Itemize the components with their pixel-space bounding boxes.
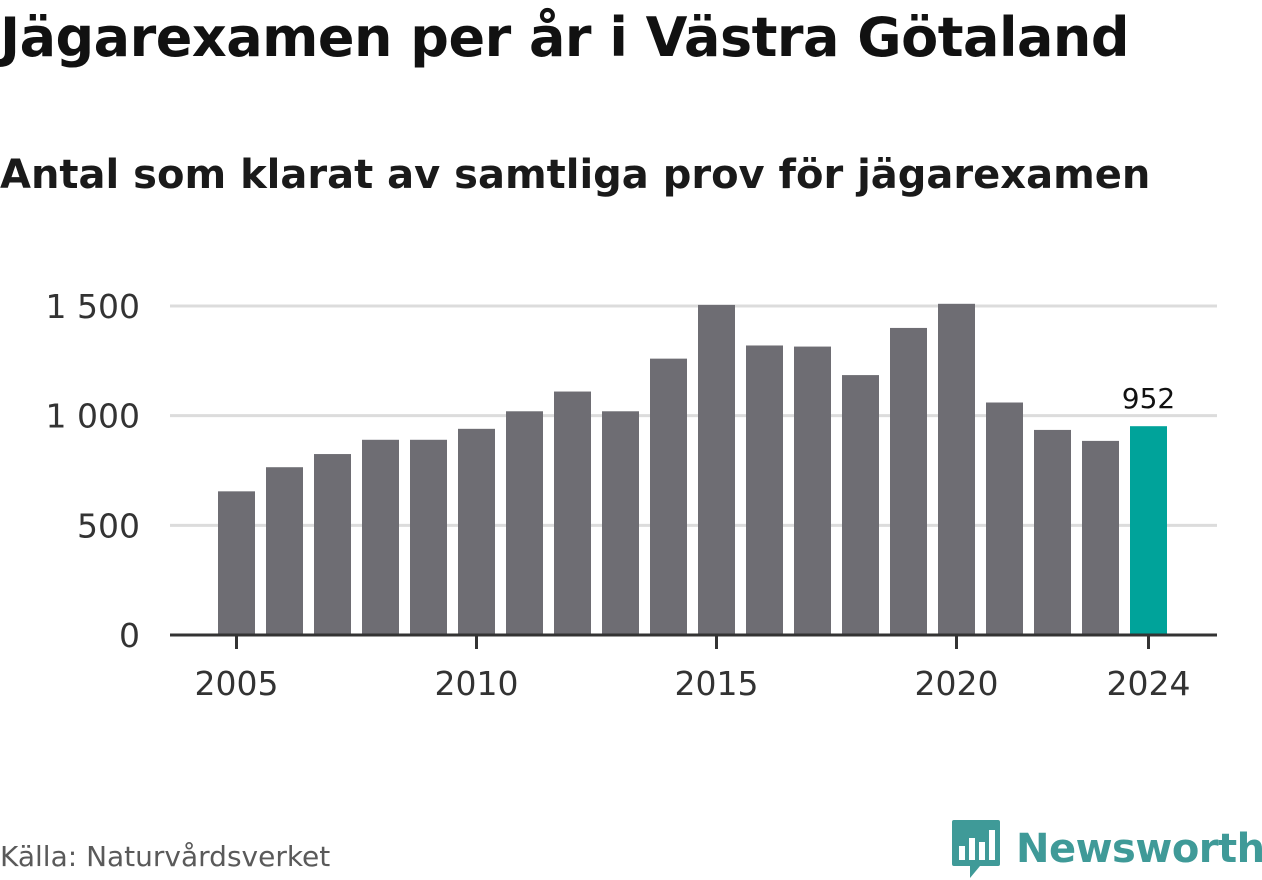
bar-2021 — [986, 402, 1023, 635]
x-tick-label: 2010 — [435, 664, 519, 703]
x-axis — [170, 633, 1217, 649]
chart-subtitle: Antal som klarat av samtliga prov för jä… — [0, 152, 1151, 198]
bar-2007 — [314, 454, 351, 635]
newsworthy-logo: Newsworthy — [950, 818, 1262, 880]
source-note: Källa: Naturvårdsverket — [0, 840, 331, 873]
chart-title: Jägarexamen per år i Västra Götaland — [0, 6, 1130, 69]
y-tick-label: 0 — [119, 616, 140, 655]
bar-2008 — [362, 439, 399, 635]
y-tick-label: 1 500 — [46, 287, 140, 326]
bar-2024 — [1130, 426, 1167, 635]
x-tick-label: 2024 — [1107, 664, 1191, 703]
x-tick-label: 2015 — [675, 664, 759, 703]
y-tick-label: 1 000 — [46, 397, 140, 436]
data-labels: 952 — [1122, 382, 1175, 415]
bars — [218, 303, 1167, 635]
x-tick-label: 2005 — [195, 664, 279, 703]
bar-2015 — [698, 304, 735, 635]
bar-2017 — [794, 346, 831, 635]
bar-chart-speech-bubble-icon — [952, 820, 1000, 878]
bar-2023 — [1082, 440, 1119, 635]
brand-name: Newsworthy — [1016, 826, 1262, 872]
bar-2018 — [842, 375, 879, 635]
bar-2014 — [650, 358, 687, 635]
y-tick-label: 500 — [77, 506, 140, 545]
bar-2022 — [1034, 429, 1071, 635]
x-tick-label: 2020 — [915, 664, 999, 703]
bar-2020 — [938, 303, 975, 635]
bar-2005 — [218, 491, 255, 635]
bar-2019 — [890, 327, 927, 635]
bar-2011 — [506, 411, 543, 635]
y-axis-tick-labels: 0 500 1 000 1 500 — [46, 287, 140, 655]
bar-2016 — [746, 345, 783, 635]
bar-2012 — [554, 391, 591, 635]
bar-2010 — [458, 428, 495, 635]
bar-2009 — [410, 439, 447, 635]
data-label-2024: 952 — [1122, 382, 1175, 415]
x-axis-tick-labels: 2005 2010 2015 2020 2024 — [195, 664, 1191, 703]
bar-2006 — [266, 467, 303, 635]
bar-2013 — [602, 411, 639, 635]
